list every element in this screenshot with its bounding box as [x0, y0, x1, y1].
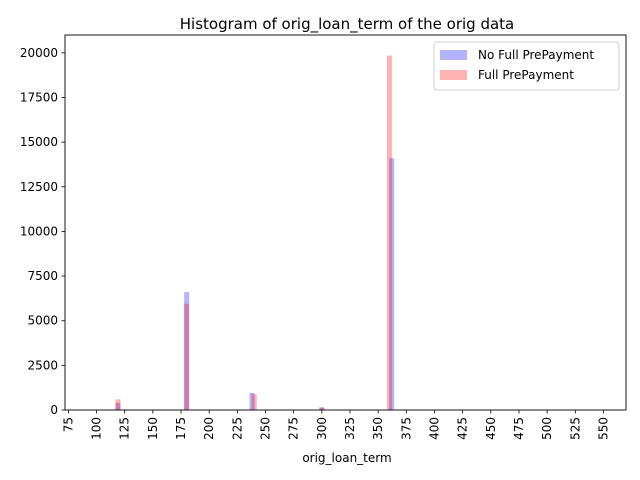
y-tick-label: 5000 — [27, 314, 58, 328]
histogram-bar-no-full-prepayment-1 — [184, 292, 190, 410]
plot-frame — [64, 34, 627, 411]
y-tick-label: 7500 — [27, 269, 58, 283]
y-tick-label: 15000 — [20, 135, 58, 149]
x-tick-label: 175 — [174, 417, 188, 440]
x-tick-label: 500 — [540, 417, 554, 440]
x-tick-label: 550 — [596, 417, 610, 440]
y-tick-label: 2500 — [27, 358, 58, 372]
x-tick-label: 325 — [343, 417, 357, 440]
x-tick-label: 300 — [315, 417, 329, 440]
y-tick-label: 12500 — [20, 180, 58, 194]
x-tick-label: 350 — [371, 417, 385, 440]
x-tick-label: 225 — [230, 417, 244, 440]
x-axis-label: orig_loan_term — [302, 451, 391, 465]
x-tick-label: 425 — [456, 417, 470, 440]
legend-label-no-full-prepayment: No Full PrePayment — [478, 48, 594, 62]
chart-title: Histogram of orig_loan_term of the orig … — [180, 15, 514, 34]
histogram-bar-full-prepayment-1 — [184, 303, 190, 410]
histogram-bar-full-prepayment-2 — [251, 394, 257, 410]
legend-box — [433, 41, 620, 91]
x-tick-label: 400 — [427, 417, 441, 440]
x-tick-label: 75 — [61, 417, 75, 432]
histogram-bar-no-full-prepayment-4 — [389, 158, 395, 410]
x-tick-label: 200 — [202, 417, 216, 440]
x-tick-label: 525 — [568, 417, 582, 440]
x-tick-label: 125 — [118, 417, 132, 440]
x-tick-label: 100 — [90, 417, 104, 440]
histogram-bar-no-full-prepayment-0 — [115, 402, 121, 410]
x-tick-label: 250 — [259, 417, 273, 440]
x-axis: 75 100 125 150 175 200 225 250 275 300 325 350 375 40… — [61, 410, 610, 440]
y-tick-label: 17500 — [20, 91, 58, 105]
histogram-bar-no-full-prepayment-3 — [319, 407, 325, 410]
y-tick-label: 20000 — [20, 46, 58, 60]
histogram-bar-full-prepayment-0 — [115, 399, 121, 410]
legend-swatch-full-prepayment — [440, 70, 467, 80]
x-tick-label: 450 — [484, 417, 498, 440]
x-tick-label: 275 — [287, 417, 301, 440]
plot-area — [115, 55, 395, 410]
histogram-bar-no-full-prepayment-2 — [249, 393, 255, 410]
x-tick-label: 475 — [512, 417, 526, 440]
legend: No Full PrePayment Full PrePayment — [433, 41, 620, 91]
x-tick-label: 150 — [146, 417, 160, 440]
y-tick-label: 0 — [50, 403, 58, 417]
legend-swatch-no-full-prepayment — [440, 50, 467, 60]
y-tick-label: 10000 — [20, 224, 58, 238]
histogram-bar-full-prepayment-4 — [386, 55, 392, 410]
histogram-bar-full-prepayment-3 — [319, 407, 325, 410]
legend-label-full-prepayment: Full PrePayment — [478, 68, 574, 82]
y-axis: 0 2500 5000 7500 10000 12500 15000 17500 20000 — [20, 46, 65, 417]
x-tick-label: 375 — [399, 417, 413, 440]
